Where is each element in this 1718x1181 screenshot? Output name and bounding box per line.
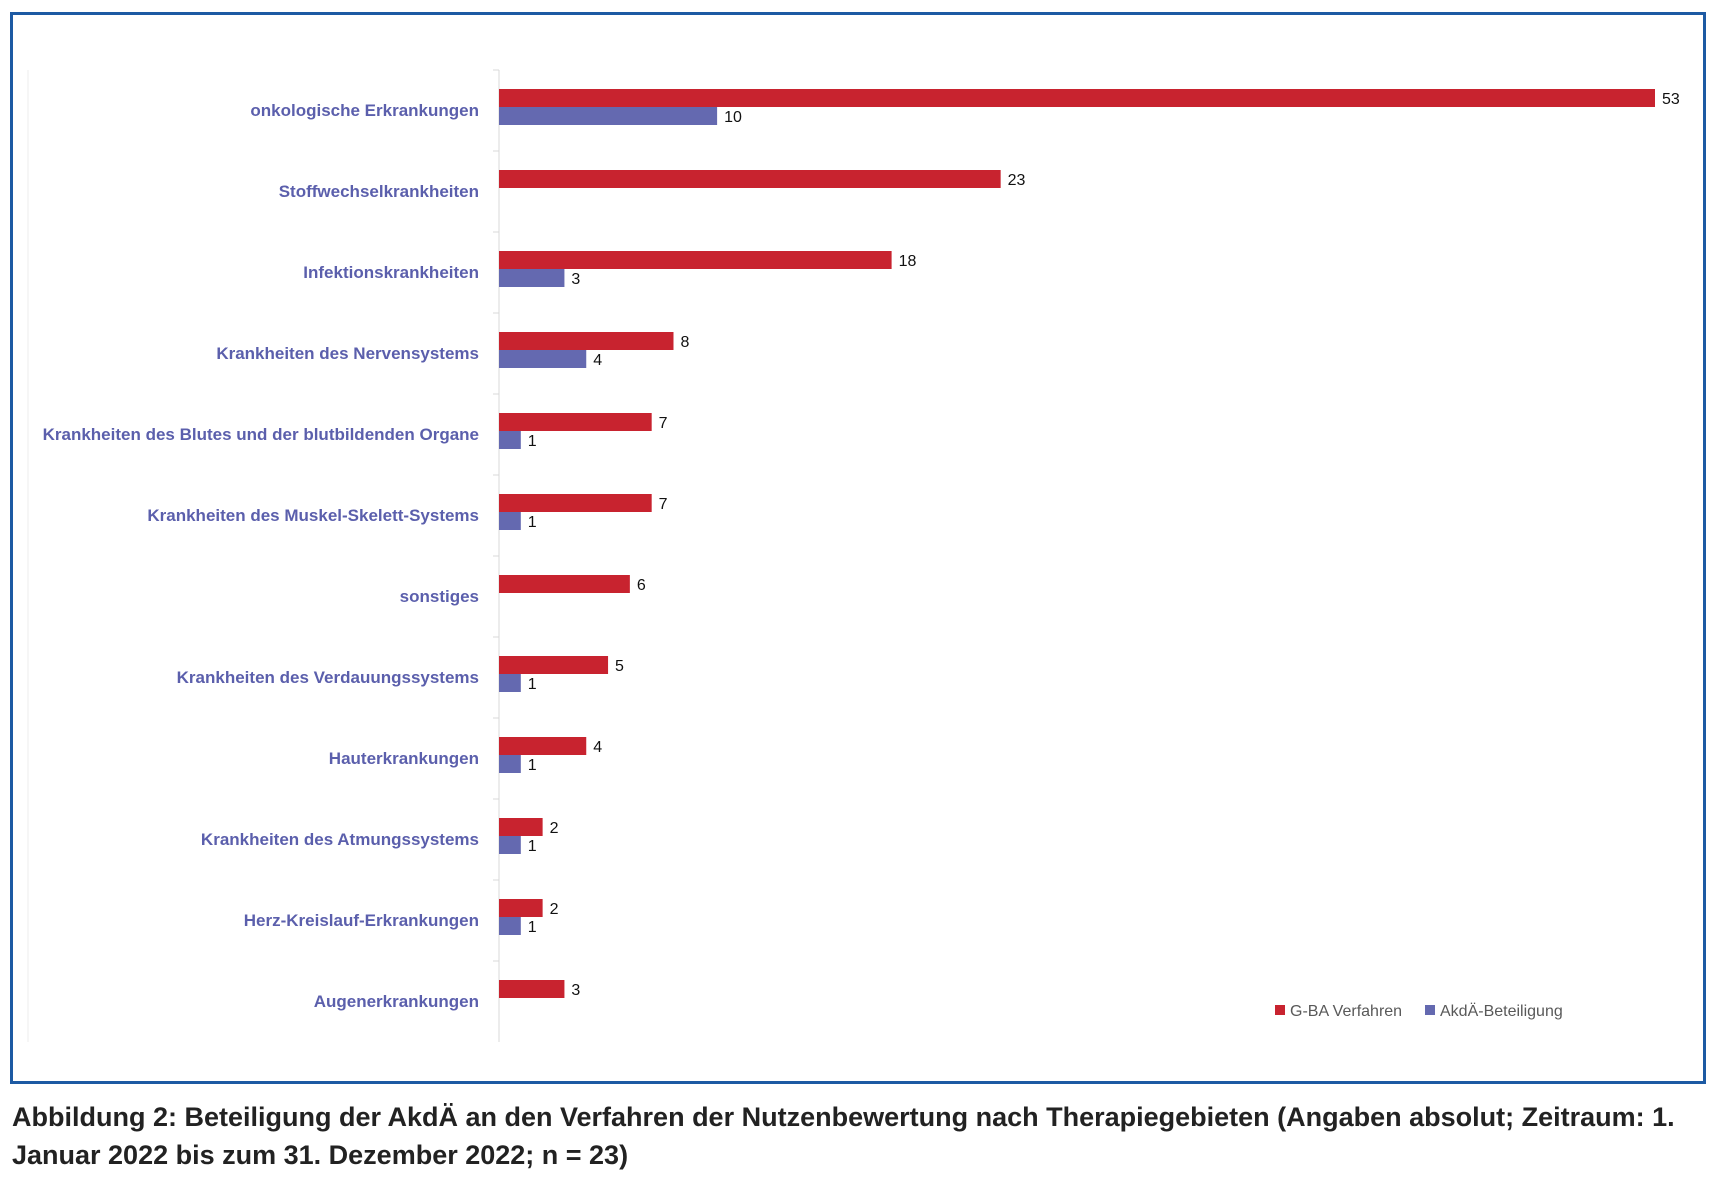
data-label-gba: 18 xyxy=(899,253,917,270)
bars xyxy=(499,89,1655,998)
category-label: onkologische Erkrankungen xyxy=(250,101,479,120)
bar-gba xyxy=(499,251,892,269)
data-label-gba: 5 xyxy=(615,658,624,675)
data-label-gba: 7 xyxy=(659,496,668,513)
data-label-akdae: 1 xyxy=(528,433,537,450)
labels: onkologische Erkrankungen5310Stoffwechse… xyxy=(43,91,1680,1011)
data-label-akdae: 1 xyxy=(528,676,537,693)
data-label-akdae: 1 xyxy=(528,757,537,774)
data-label-akdae: 4 xyxy=(593,352,602,369)
bar-gba xyxy=(499,899,543,917)
data-label-gba: 53 xyxy=(1662,91,1680,108)
data-label-gba: 6 xyxy=(637,577,646,594)
data-label-akdae: 10 xyxy=(724,109,742,126)
data-label-gba: 8 xyxy=(680,334,689,351)
legend-swatch-gba xyxy=(1275,1005,1285,1015)
bar-gba xyxy=(499,656,609,674)
bar-gba xyxy=(499,170,1001,188)
bar-chart: onkologische Erkrankungen5310Stoffwechse… xyxy=(27,69,1680,1042)
data-label-akdae: 1 xyxy=(528,514,537,531)
axes xyxy=(27,69,500,1042)
data-label-gba: 3 xyxy=(571,982,580,999)
category-label: Stoffwechselkrankheiten xyxy=(279,182,479,201)
category-label: Hauterkrankungen xyxy=(329,749,479,768)
bar-gba xyxy=(499,89,1655,107)
bar-gba xyxy=(499,413,652,431)
category-label: Krankheiten des Blutes und der blutbilde… xyxy=(43,425,479,444)
bar-gba xyxy=(499,575,630,593)
legend-swatch-akdae xyxy=(1425,1005,1435,1015)
category-label: Krankheiten des Nervensystems xyxy=(216,344,479,363)
bar-gba xyxy=(499,737,587,755)
data-label-gba: 23 xyxy=(1008,172,1026,189)
data-label-gba: 4 xyxy=(593,739,602,756)
bar-akdae xyxy=(499,350,587,368)
bar-akdae xyxy=(499,755,521,773)
data-label-gba: 2 xyxy=(550,820,559,837)
bar-akdae xyxy=(499,674,521,692)
bar-akdae xyxy=(499,917,521,935)
bar-akdae xyxy=(499,107,718,125)
category-label: Herz-Kreislauf-Erkrankungen xyxy=(244,911,479,930)
category-label: Krankheiten des Atmungssystems xyxy=(201,830,479,849)
data-label-gba: 2 xyxy=(550,901,559,918)
bar-akdae xyxy=(499,269,565,287)
bar-gba xyxy=(499,980,565,998)
bar-gba xyxy=(499,332,674,350)
bar-gba xyxy=(499,494,652,512)
category-label: Krankheiten des Verdauungssystems xyxy=(177,668,479,687)
bar-akdae xyxy=(499,836,521,854)
bar-akdae xyxy=(499,512,521,530)
data-label-akdae: 3 xyxy=(571,271,580,288)
category-label: Augenerkrankungen xyxy=(314,992,479,1011)
figure-caption: Abbildung 2: Beteiligung der AkdÄ an den… xyxy=(12,1102,1675,1170)
legend-label-akdae: AkdÄ-Beteiligung xyxy=(1440,1002,1563,1020)
data-label-akdae: 1 xyxy=(528,919,537,936)
category-label: sonstiges xyxy=(400,587,479,606)
bar-akdae xyxy=(499,431,521,449)
data-label-akdae: 1 xyxy=(528,838,537,855)
bar-gba xyxy=(499,818,543,836)
legend-label-gba: G-BA Verfahren xyxy=(1290,1003,1402,1020)
data-label-gba: 7 xyxy=(659,415,668,432)
chart-frame xyxy=(10,12,1706,1084)
category-label: Infektionskrankheiten xyxy=(303,263,479,282)
category-label: Krankheiten des Muskel-Skelett-Systems xyxy=(147,506,479,525)
legend: G-BA Verfahren AkdÄ-Beteiligung xyxy=(1275,1002,1563,1020)
